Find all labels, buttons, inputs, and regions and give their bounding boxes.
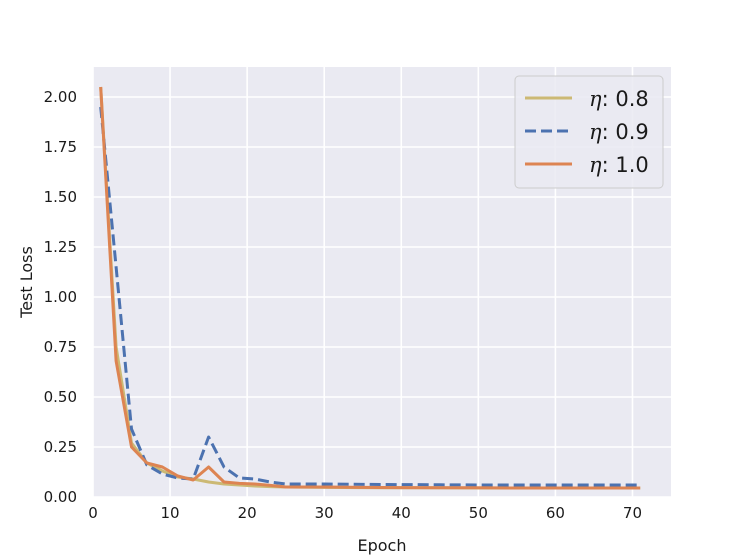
- y-tick-label: 0.50: [44, 388, 77, 406]
- x-tick-label: 0: [88, 504, 98, 522]
- y-tick-label: 0.25: [44, 438, 77, 456]
- series-layer: [99, 86, 641, 490]
- series-line-2: [99, 106, 641, 487]
- y-axis-label: Test Loss: [17, 246, 36, 319]
- x-tick-label: 70: [623, 504, 642, 522]
- x-tick-label: 30: [315, 504, 334, 522]
- legend: η: 0.8 η: 0.9 η: 1.0: [514, 75, 664, 189]
- x-axis-ticks: 0 10 20 30 40 50 60 70: [88, 504, 642, 522]
- y-axis-ticks: 0.00 0.25 0.50 0.75 1.00 1.25 1.50 1.75 2.00: [44, 88, 77, 506]
- y-tick-label: 1.50: [44, 188, 77, 206]
- y-tick-label: 1.75: [44, 138, 77, 156]
- y-tick-label: 2.00: [44, 88, 77, 106]
- y-tick-label: 0.75: [44, 338, 77, 356]
- legend-box: [514, 75, 664, 189]
- legend-entry: η: 1.0: [589, 153, 649, 177]
- y-tick-label: 0.00: [44, 488, 77, 506]
- y-tick-label: 1.25: [44, 238, 77, 256]
- legend-entry: η: 0.8: [589, 87, 649, 111]
- series-line-3: [99, 86, 641, 490]
- x-tick-label: 40: [392, 504, 411, 522]
- legend-entry: η: 0.9: [589, 120, 649, 144]
- x-tick-label: 20: [238, 504, 257, 522]
- x-tick-label: 60: [546, 504, 565, 522]
- x-axis-label: Epoch: [358, 536, 407, 555]
- x-tick-label: 10: [161, 504, 180, 522]
- x-tick-label: 50: [469, 504, 488, 522]
- y-tick-label: 1.00: [44, 288, 77, 306]
